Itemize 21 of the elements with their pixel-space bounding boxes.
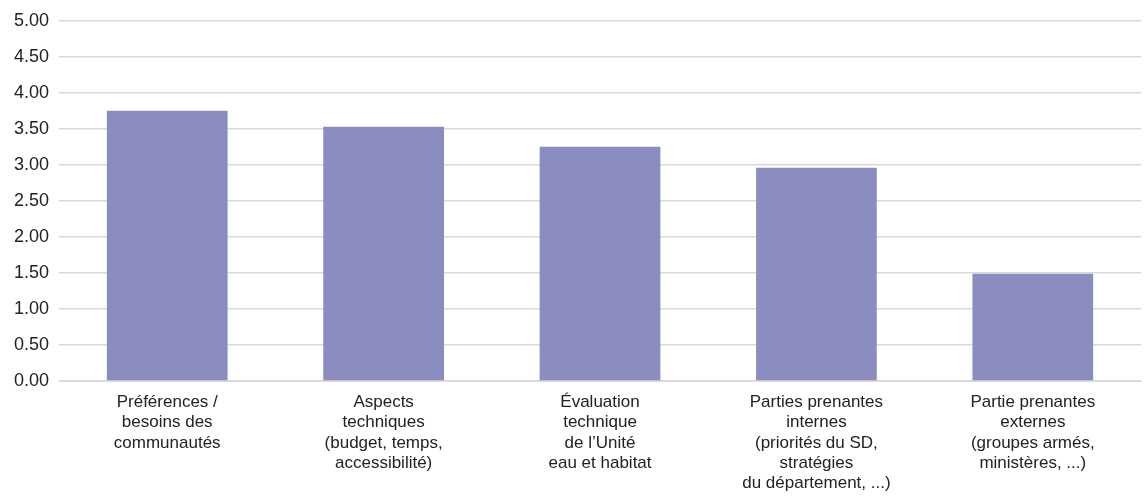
- x-tick-label: Partie prenantes externes (groupes armés, ministères, ...): [970, 391, 1096, 473]
- y-tick-label: 2.00: [13, 225, 50, 246]
- x-tick-label: Évaluation technique de l’Unité eau et habitat: [548, 391, 652, 473]
- y-tick-label: 4.50: [13, 45, 50, 66]
- x-tick-label: Parties prenantes internes (priorités du SD, stratégies du département, ...): [742, 391, 891, 493]
- y-tick-label: 2.50: [13, 189, 50, 210]
- bar: [756, 167, 877, 381]
- x-tick-label: Préférences / besoins des communautés: [113, 391, 221, 452]
- bar: [323, 126, 444, 381]
- x-tick-label: Aspects techniques (budget, temps, accessibilité): [324, 391, 443, 473]
- y-tick-label: 0.00: [13, 369, 50, 390]
- y-tick-label: 3.00: [13, 153, 50, 174]
- bar: [972, 273, 1094, 381]
- y-tick-label: 3.50: [13, 117, 50, 138]
- y-tick-label: 1.00: [13, 297, 50, 318]
- y-tick-label: 0.50: [13, 333, 50, 354]
- y-tick-label: 5.00: [13, 9, 50, 30]
- bar: [106, 110, 228, 381]
- y-tick-label: 4.00: [13, 81, 50, 102]
- bar: [539, 146, 661, 381]
- y-tick-label: 1.50: [13, 261, 50, 282]
